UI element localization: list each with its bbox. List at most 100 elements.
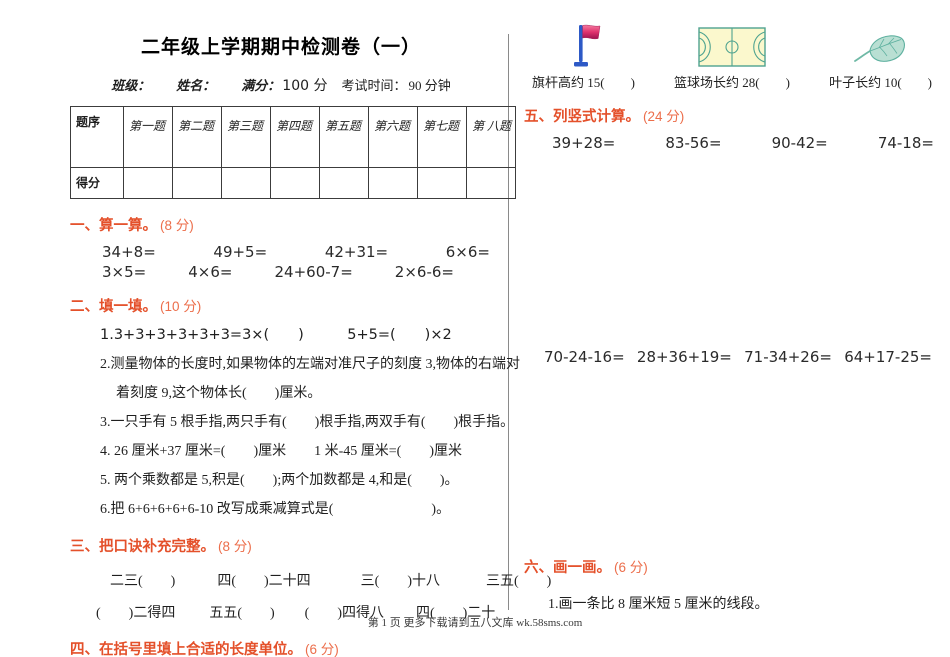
basketball-court-caption: 篮球场长约 28( ) (674, 75, 790, 90)
section1-title-text: 一、算一算。 (70, 218, 157, 234)
full-score-value: 100 分 (282, 78, 328, 94)
page-footer: 第 1 页 更多下载请到五八文库 wk.58sms.com (367, 617, 583, 629)
problem: 49+5= (213, 243, 268, 261)
page-title: 二年级上学期期中检测卷（一） (140, 37, 421, 58)
exam-time-value: 90 分钟 (408, 78, 451, 93)
section3-row: ( )二得四 五五( ) ( )四得八 四( )二十 (70, 602, 496, 622)
score-table-col-2: 第二题 (172, 106, 222, 168)
problem: 90-42= (771, 134, 828, 152)
exam-info-line: 班级： 姓名： 满分： 100 分 考试时间： 90 分钟 (70, 75, 492, 95)
mnemonic-blank: ( )二得四 (96, 606, 176, 621)
fill-question-4: 4. 26 厘米+37 厘米=( )厘米 1 米-45 厘米=( )厘米 (100, 444, 462, 459)
basketball-court-icon (698, 22, 766, 68)
section2-title: 二、填一填。 (10 分) (70, 295, 492, 316)
exam-time-label: 考试时间： (341, 78, 407, 93)
section5-points: (24 分) (643, 109, 685, 124)
unit-item-leaf: 叶子长约 10( ) (829, 22, 932, 91)
problem: 71-34+26= (744, 348, 832, 366)
score-row-label: 得分 (70, 167, 124, 199)
section2-points: (10 分) (160, 299, 202, 314)
problem: 83-56= (665, 134, 722, 152)
column-divider (508, 34, 509, 610)
section3-row: 二三( ) 四( )二十四 三( )十八 三五( ) (70, 570, 551, 590)
problem: 28+36+19= (636, 348, 732, 366)
score-cell (466, 167, 516, 199)
problem: 42+31= (324, 243, 389, 261)
fill-question-2-line2: 着刻度 9,这个物体长( )厘米。 (116, 386, 322, 401)
leaf-caption: 叶子长约 10( ) (829, 75, 932, 90)
problem: 74-18= (877, 134, 934, 152)
section1-points: (8 分) (160, 218, 194, 233)
problem: 3×5= (102, 263, 147, 281)
mnemonic-blank: 三五( ) (485, 574, 552, 589)
fill-question-5: 5. 两个乘数都是 5,积是( );两个加数都是 4,和是( )。 (100, 473, 459, 488)
problem: 39+28= (552, 134, 616, 152)
score-table-header-row: 题序 第一题 第二题 第三题 第四题 第五题 第六题 第七题 第 八题 总分 (70, 106, 516, 168)
score-cell (221, 167, 271, 199)
left-column: 二年级上学期期中检测卷（一） 班级： 姓名： 满分： 100 分 考试时间： 9… (70, 0, 551, 657)
flag-caption: 旗杆高约 15( ) (532, 75, 635, 90)
section3-points: (8 分) (218, 539, 252, 554)
score-table-col-6: 第六题 (368, 106, 418, 168)
section5-problem-row: 39+28= 83-56= 90-42= 74-18= (524, 134, 938, 152)
section3-title: 三、把口诀补充完整。 (8 分) (70, 535, 492, 556)
section2-title-text: 二、填一填。 (70, 299, 157, 315)
mnemonic-blank: 五五( ) (209, 606, 275, 621)
class-label: 班级： (111, 78, 151, 93)
section1-problem-row: 3×5= 4×6= 24+60-7= 2×6-6= (70, 263, 492, 281)
fill-question-3: 3.一只手有 5 根手指,两只手有( )根手指,两双手有( )根手指。 (100, 415, 515, 430)
problem: 2×6-6= (394, 263, 454, 281)
score-cell (172, 167, 222, 199)
score-cell (123, 167, 173, 199)
score-table-col-7: 第七题 (417, 106, 467, 168)
problem: 70-24-16= (544, 348, 625, 366)
section4-title: 四、在括号里填上合适的长度单位。 (6 分) (70, 638, 492, 657)
problem: 34+8= (102, 243, 156, 261)
mnemonic-blank: 四( )二十四 (217, 574, 311, 589)
section6-points: (6 分) (614, 560, 648, 575)
score-cell (319, 167, 369, 199)
score-cell (270, 167, 320, 199)
score-table-score-row: 得分 (70, 167, 516, 199)
score-table-col-1: 第一题 (123, 106, 173, 168)
right-column: 旗杆高约 15( ) 篮球场长约 28( ) (524, 0, 938, 613)
section5-title: 五、列竖式计算。 (24 分) (524, 105, 938, 126)
score-cell (417, 167, 467, 199)
unit-item-flag: 旗杆高约 15( ) (532, 22, 635, 91)
score-table-col-3: 第三题 (221, 106, 271, 168)
fill-question-2-line1: 2.测量物体的长度时,如果物体的左端对准尺子的刻度 3,物体的右端对 (100, 357, 520, 372)
draw-question-1: 1.画一条比 8 厘米短 5 厘米的线段。 (548, 597, 769, 612)
problem: 6×6= (445, 243, 490, 261)
leaf-icon (852, 22, 910, 68)
section6-title: 六、画一画。 (6 分) (524, 556, 938, 577)
section1-problem-row: 34+8= 49+5= 42+31= 6×6= (70, 243, 492, 261)
mnemonic-blank: ( )四得八 (304, 606, 384, 621)
section5-problem-row: 70-24-16= 28+36+19= 71-34+26= 64+17-25= (524, 348, 938, 366)
problem: 4×6= (188, 263, 233, 281)
flag-icon (565, 22, 601, 68)
problem: 64+17-25= (844, 348, 932, 366)
unit-item-basketball-court: 篮球场长约 28( ) (674, 22, 790, 91)
fill-question-1: 1.3+3+3+3+3+3=3×( ) 5+5=( )×2 (100, 327, 452, 343)
length-unit-items: 旗杆高约 15( ) 篮球场长约 28( ) (524, 22, 938, 91)
mnemonic-blank: 四( )二十 (415, 606, 496, 621)
section4-points: (6 分) (305, 642, 339, 657)
mnemonic-blank: 三( )十八 (360, 574, 440, 589)
mnemonic-blank: 二三( ) (110, 574, 176, 589)
section1-title: 一、算一算。 (8 分) (70, 214, 492, 235)
score-table-col-5: 第五题 (319, 106, 369, 168)
section5-title-text: 五、列竖式计算。 (524, 109, 640, 125)
full-score-label: 满分： (241, 78, 281, 93)
problem: 24+60-7= (274, 263, 353, 281)
score-cell (368, 167, 418, 199)
score-table-col-8: 第 八题 (466, 106, 516, 168)
fill-question-6: 6.把 6+6+6+6+6-10 改写成乘减算式是( )。 (100, 502, 451, 517)
score-table: 题序 第一题 第二题 第三题 第四题 第五题 第六题 第七题 第 八题 总分 得… (70, 106, 516, 199)
score-table-corner: 题序 (70, 106, 124, 168)
section6-title-text: 六、画一画。 (524, 560, 611, 576)
score-table-col-4: 第四题 (270, 106, 320, 168)
section4-title-text: 四、在括号里填上合适的长度单位。 (70, 642, 302, 657)
section3-title-text: 三、把口诀补充完整。 (70, 539, 215, 555)
name-label: 姓名： (176, 78, 216, 93)
